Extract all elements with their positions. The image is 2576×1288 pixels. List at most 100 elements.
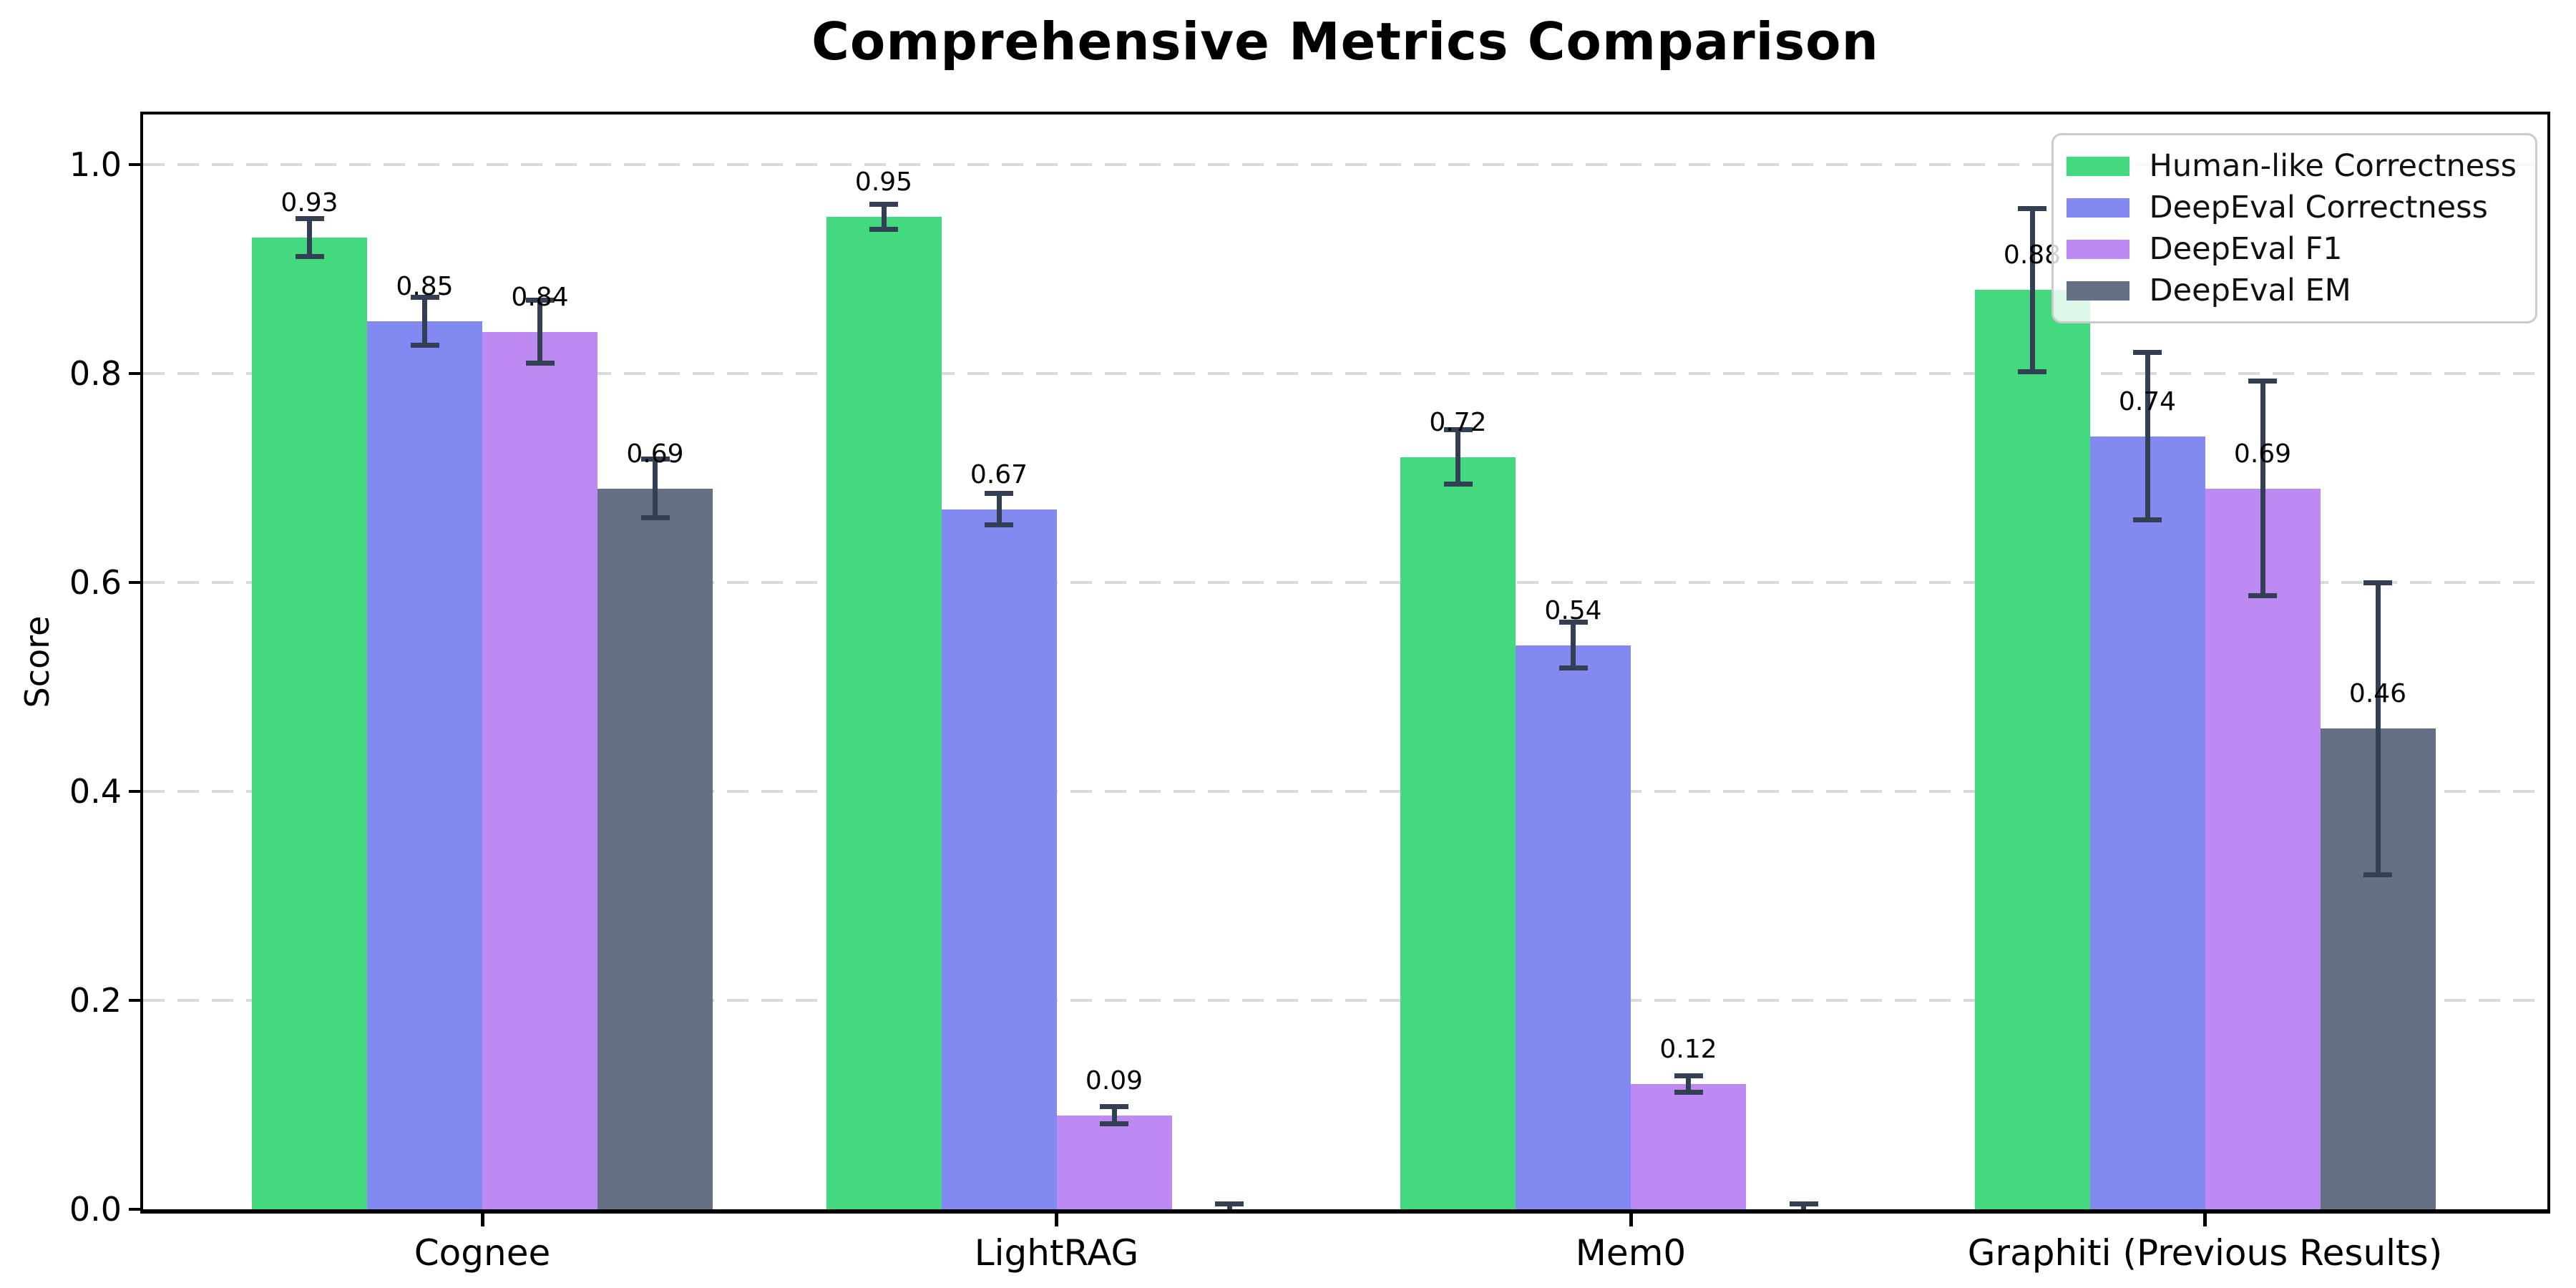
gridline-0.6 (143, 581, 2547, 584)
error-bar (1111, 1106, 1117, 1124)
y-tick-mark (129, 999, 143, 1002)
bar (482, 331, 597, 1209)
error-bar-cap-top (1674, 1073, 1703, 1078)
chart-title: Comprehensive Metrics Comparison (811, 11, 1879, 72)
bar-value-label: 0.69 (2233, 439, 2292, 469)
bar (597, 488, 713, 1209)
error-bar (1686, 1075, 1691, 1093)
error-bar (537, 300, 542, 364)
legend-swatch (2066, 156, 2129, 176)
error-bar-cap-top (2133, 350, 2162, 356)
error-bar (1455, 429, 1460, 484)
bar-value-label: 0.46 (2348, 679, 2407, 709)
y-axis-label: Score (18, 615, 57, 708)
bar (252, 238, 367, 1209)
y-tick-label: 0.4 (69, 772, 122, 811)
x-tick-label-2: Mem0 (1575, 1232, 1687, 1274)
y-tick-label: 0.8 (69, 354, 122, 393)
gridline-0.2 (143, 999, 2547, 1002)
legend-label: DeepEval EM (2149, 273, 2351, 308)
bar (2205, 488, 2321, 1209)
error-bar-cap-top (295, 216, 324, 222)
x-tick-mark (1055, 1214, 1058, 1226)
error-bar (1571, 622, 1576, 668)
error-bar (307, 218, 312, 257)
y-tick-label: 1.0 (69, 145, 122, 184)
y-tick-mark (129, 790, 143, 793)
error-bar-cap-bottom (2363, 872, 2392, 878)
legend-entry: DeepEval EM (2066, 270, 2517, 311)
legend-swatch (2066, 280, 2129, 301)
error-bar (422, 297, 427, 346)
error-bar (2260, 381, 2265, 596)
legend: Human-like Correctness DeepEval Correctne… (2051, 133, 2537, 323)
error-bar-cap-bottom (1674, 1089, 1703, 1095)
error-bar-cap-top (1215, 1201, 1244, 1207)
error-bar (881, 204, 887, 230)
error-bar (2029, 208, 2035, 372)
gridline-0.4 (143, 790, 2547, 793)
error-bar-cap-top (1443, 427, 1473, 433)
y-tick-mark (129, 163, 143, 166)
bar-value-label: 0.72 (1429, 407, 1487, 437)
error-bar-cap-top (869, 201, 898, 207)
error-bar-cap-top (1789, 1201, 1818, 1207)
error-bar (2145, 352, 2150, 520)
legend-label: DeepEval F1 (2149, 231, 2343, 267)
legend-swatch (2066, 239, 2129, 259)
error-bar-cap-top (410, 294, 439, 300)
error-bar-cap-bottom (2018, 369, 2046, 374)
bar-value-label: 0.85 (396, 272, 454, 301)
error-bar (1226, 1204, 1232, 1209)
y-tick-mark (129, 1208, 143, 1211)
error-bar-cap-bottom (1443, 482, 1473, 487)
error-bar-cap-top (2363, 580, 2392, 585)
bar-value-label: 0.09 (1085, 1065, 1143, 1096)
x-tick-mark (480, 1214, 484, 1226)
error-bar (1801, 1204, 1806, 1209)
error-bar-cap-top (2018, 205, 2046, 211)
y-tick-label: 0.2 (69, 981, 122, 1020)
error-bar-cap-top (1558, 619, 1588, 625)
x-tick-label-0: Cognee (414, 1232, 551, 1274)
bar (941, 509, 1057, 1209)
error-bar-cap-bottom (295, 253, 324, 259)
bar-value-label: 0.84 (511, 282, 569, 312)
error-bar-cap-top (985, 491, 1013, 497)
legend-label: DeepEval Correctness (2149, 190, 2488, 225)
error-bar-cap-bottom (525, 360, 555, 366)
bar-value-label: 0.74 (2118, 386, 2177, 416)
legend-swatch (2066, 197, 2129, 218)
y-tick-mark (129, 581, 143, 584)
bar (1400, 457, 1516, 1209)
y-tick-label: 0.0 (69, 1190, 122, 1229)
error-bar-cap-bottom (1100, 1121, 1128, 1126)
legend-entry: DeepEval Correctness (2066, 187, 2517, 228)
error-bar-cap-bottom (1558, 665, 1588, 671)
bar (367, 321, 482, 1209)
bar (2089, 436, 2205, 1209)
gridline-1 (143, 163, 2547, 166)
x-tick-mark (2203, 1214, 2207, 1226)
bar-value-label: 0.67 (970, 459, 1028, 489)
error-bar-cap-bottom (869, 227, 898, 233)
bar (1516, 645, 1631, 1209)
gridline-0.8 (143, 372, 2547, 375)
error-bar (653, 459, 658, 518)
error-bar-cap-bottom (985, 522, 1013, 528)
x-tick-mark (1629, 1214, 1633, 1226)
x-tick-label-3: Graphiti (Previous Results) (1967, 1232, 2443, 1274)
error-bar-cap-top (525, 298, 555, 303)
bar (1974, 290, 2090, 1209)
bar (826, 217, 942, 1209)
bar-value-label: 0.54 (1544, 595, 1602, 625)
bar-value-label: 0.69 (626, 439, 684, 469)
legend-label: Human-like Correctness (2149, 148, 2517, 184)
error-bar-cap-bottom (2248, 593, 2277, 599)
y-tick-mark (129, 372, 143, 375)
legend-entry: Human-like Correctness (2066, 145, 2517, 187)
error-bar-cap-bottom (410, 343, 439, 348)
error-bar-cap-top (2248, 378, 2277, 384)
bar-value-label: 0.12 (1659, 1034, 1717, 1064)
